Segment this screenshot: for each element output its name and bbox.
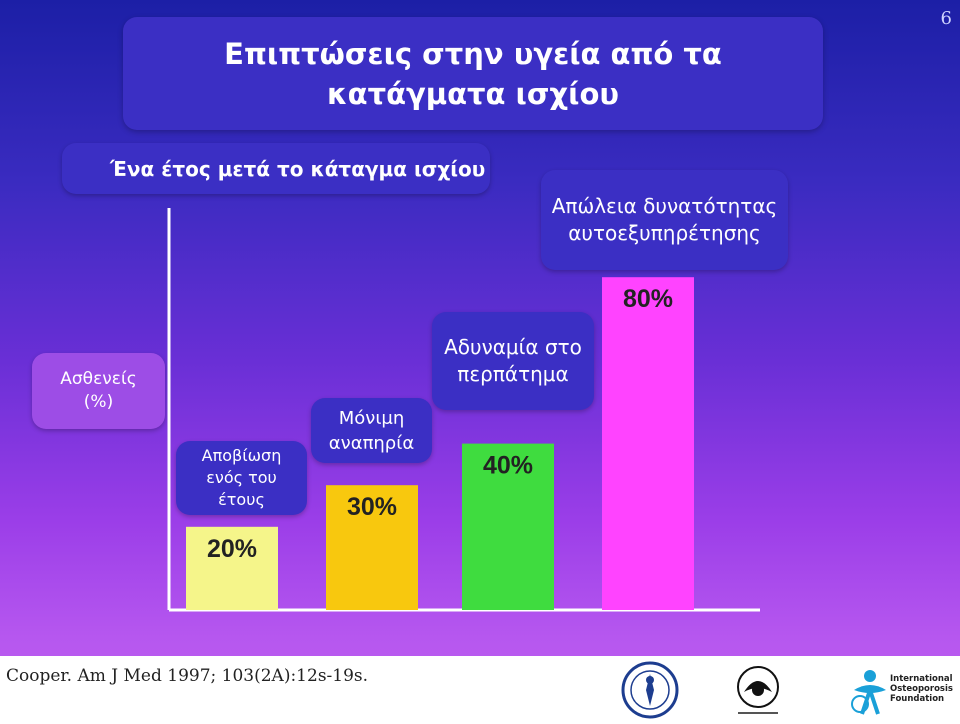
bar <box>462 443 554 610</box>
slide-title: Επιπτώσεις στην υγεία από τα κατάγματα ι… <box>224 36 722 111</box>
category-label: Απώλεια δυνατότητας αυτοεξυπηρέτησης <box>541 170 788 270</box>
y-axis-label: Ασθενείς (%) <box>32 353 165 429</box>
bar-chart: 20% 30% 40% 80% <box>186 277 694 610</box>
citation: Cooper. Am J Med 1997; 103(2A):12s-19s. <box>6 666 369 686</box>
category-label-text: Αδυναμία στο περπάτημα <box>444 335 582 386</box>
bar <box>602 277 694 610</box>
iof-name: International Osteoporosis Foundation <box>890 674 953 704</box>
page-number: 6 <box>940 8 952 29</box>
category-label-text: Απώλεια δυνατότητας αυτοεξυπηρέτησης <box>551 194 778 245</box>
slide-title-box: Επιπτώσεις στην υγεία από τα κατάγματα ι… <box>123 17 823 130</box>
iof-logo-icon <box>851 670 886 715</box>
isfr-logo-icon <box>737 666 779 714</box>
category-label: Μόνιμη αναπηρία <box>311 398 432 463</box>
bar-value-label: 30% <box>347 493 397 521</box>
bar-value-label: 20% <box>207 535 257 563</box>
iof-name-line: Foundation <box>890 694 945 704</box>
category-label: Αποβίωση ενός του έτους <box>176 441 307 515</box>
category-label-text: Αποβίωση ενός του έτους <box>201 446 282 509</box>
bar-value-label: 40% <box>483 452 533 480</box>
bone-joint-decade-logo-icon <box>621 661 679 719</box>
iof-name-line: Osteoporosis <box>890 684 953 694</box>
bar-value-label: 80% <box>623 285 673 313</box>
bar <box>186 526 278 610</box>
y-axis-label-text: Ασθενείς (%) <box>60 369 137 412</box>
bar <box>326 485 418 610</box>
footer: Cooper. Am J Med 1997; 103(2A):12s-19s. … <box>0 656 960 724</box>
category-label: Αδυναμία στο περπάτημα <box>432 312 594 410</box>
iof-name-line: International <box>890 674 953 684</box>
category-label-text: Μόνιμη αναπηρία <box>328 407 415 454</box>
chart-title: Ένα έτος μετά το κάταγμα ισχίου <box>62 143 490 194</box>
